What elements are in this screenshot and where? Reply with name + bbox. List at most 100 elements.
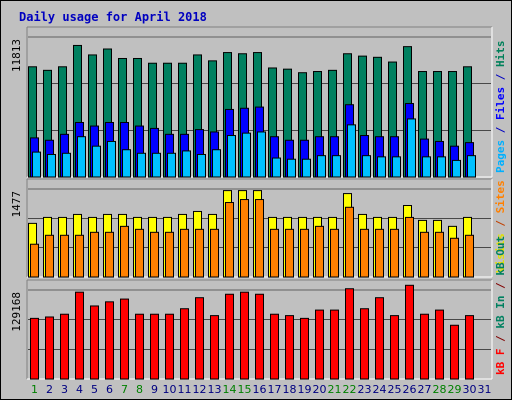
x-tick-label: 28 [433,383,447,396]
bar [405,284,414,380]
bar [420,231,429,278]
bar [330,228,339,278]
bar [377,156,386,178]
bar [300,228,309,278]
bar [240,291,249,380]
legend-part: kB Out [494,236,507,276]
x-tick-label: 2 [46,383,53,396]
legend-part: kB In [494,296,507,329]
x-tick-label: 10 [163,383,177,396]
x-tick-label: 19 [298,383,312,396]
x-tick-label: 27 [418,383,432,396]
legend-part: Pages [494,140,507,173]
bar [62,152,71,178]
bar [467,155,476,178]
panel-legend-label: kB F / kB In / kB Out [494,236,507,375]
bar [287,158,296,178]
bar [227,135,236,178]
y-max-label: 1477 [10,191,23,218]
bar [77,136,86,178]
bar [60,234,69,278]
bar [257,131,266,178]
bar [45,316,54,380]
bar [317,155,326,178]
bar [105,231,114,278]
legend-part: / [494,276,507,296]
bar [137,152,146,178]
panel-hits-files-pages: 11813 Pages / Files / Hits [10,26,507,178]
bar [92,145,101,178]
x-axis-labels: 1 2 3 4 5 6 7 8 9 10 11 12 13 14 15 16 17 18 19 20 21 22 23 24 2… [31,383,492,396]
bar [330,309,339,380]
chart-title: Daily usage for April 2018 [19,10,207,24]
legend-part: / [494,120,507,140]
bar [315,225,324,278]
x-tick-label: 23 [358,383,372,396]
bar [332,155,341,178]
bar [452,159,461,178]
x-tick-label: 22 [343,383,357,396]
bar [270,313,279,380]
bar [210,228,219,278]
bar [167,152,176,178]
series-sites [30,199,474,278]
bar [375,228,384,278]
bar [75,234,84,278]
legend-part: Files [494,87,507,120]
legend-part: Sites [494,180,507,213]
bar [270,228,279,278]
x-tick-label: 3 [61,383,68,396]
bar [392,156,401,178]
bar [360,308,369,380]
x-tick-label: 31 [478,383,492,396]
legend-part: Visits [494,233,507,273]
bar [422,156,431,178]
x-tick-label: 11 [178,383,192,396]
legend-part: Hits [494,41,507,68]
x-tick-label: 16 [253,383,267,396]
bar [242,132,251,178]
bar [90,305,99,380]
series-kb-f [30,284,474,380]
x-tick-label: 17 [268,383,282,396]
x-tick-label: 18 [283,383,297,396]
bar [107,140,116,178]
x-tick-label: 6 [106,383,113,396]
bar [135,228,144,278]
bar [165,231,174,278]
bar [75,291,84,380]
x-tick-label: 29 [448,383,462,396]
bar [302,158,311,178]
bar [225,202,234,278]
x-tick-label: 25 [388,383,402,396]
bar [60,313,69,380]
bar [210,315,219,380]
x-tick-label: 20 [313,383,327,396]
bar [390,315,399,380]
bar [450,324,459,380]
legend-part: / [494,329,507,349]
legend-part: / [494,67,507,87]
bar [390,228,399,278]
x-tick-label: 7 [121,383,128,396]
bar [180,228,189,278]
x-tick-label: 13 [208,383,222,396]
panel-legend-label: Pages / Files / Hits [494,41,507,174]
bar [345,206,354,278]
bar [272,157,281,178]
bar [347,124,356,178]
bar [150,231,159,278]
bar [437,156,446,178]
bar [122,149,131,178]
series-pages [32,118,476,178]
bar [420,313,429,380]
bar [47,153,56,178]
bar [360,228,369,278]
bar [150,313,159,380]
x-tick-label: 30 [463,383,477,396]
bar [105,301,114,380]
legend-part: / [494,213,507,233]
y-max-label: 129168 [10,292,23,332]
